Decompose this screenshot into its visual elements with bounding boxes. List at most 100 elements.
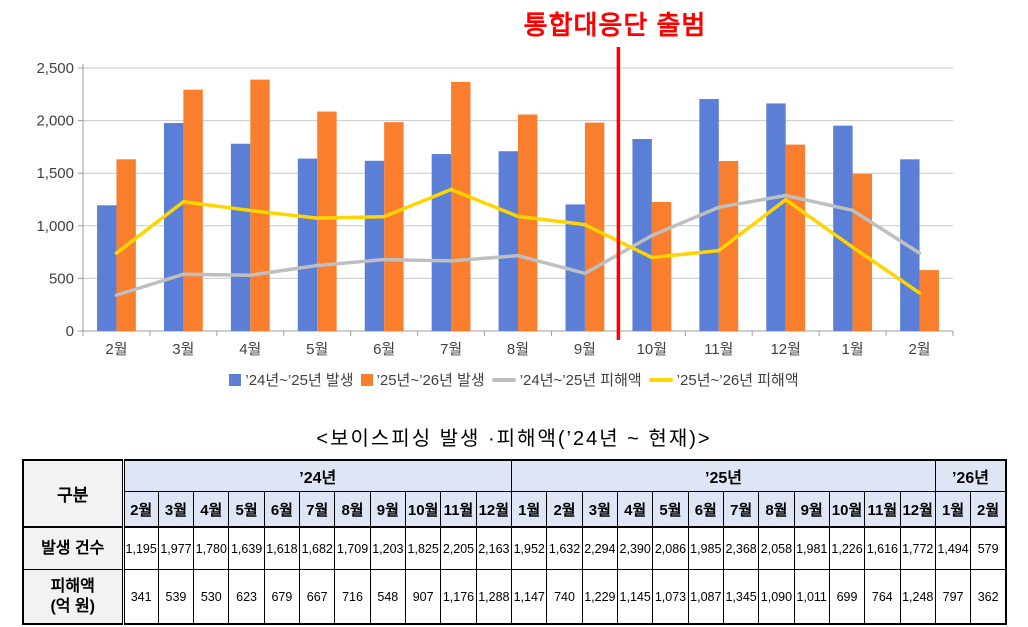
bar <box>230 143 251 331</box>
row-label-cell: 발생 건수 <box>22 526 125 570</box>
bar <box>651 202 672 331</box>
value-cell: 1,618 <box>263 526 301 570</box>
bar <box>163 123 184 332</box>
month-header-cell: 12월 <box>899 491 936 528</box>
table-title: <보이스피싱 발생 ·피해액(’24년 ~ 현재)> <box>316 428 712 450</box>
value-cell: 740 <box>546 569 583 625</box>
x-tick-label: 5월 <box>306 341 328 358</box>
month-header-cell: 2월 <box>970 491 1007 528</box>
value-cell: 1,952 <box>511 526 548 570</box>
value-cell: 1,288 <box>475 569 513 625</box>
month-header-cell: 6월 <box>687 491 724 528</box>
x-tick-label: 3월 <box>172 341 194 358</box>
bar <box>919 270 939 331</box>
legend-line-icon <box>648 377 673 382</box>
legend-square-icon <box>229 373 242 386</box>
bar <box>718 160 739 331</box>
month-header-cell: 10월 <box>404 491 442 528</box>
x-tick-label: 6월 <box>373 341 395 358</box>
year-header-cell: ’26년 <box>934 459 1007 492</box>
value-cell: 2,205 <box>440 526 477 570</box>
table-row: 피해액 (억 원) 341 539 530 623 679 667 716 548 907 1,176… <box>22 569 1007 625</box>
value-cell: 764 <box>864 569 901 625</box>
chart-svg: 0 500 1,000 1,500 2,000 2,500 2월 3월 4월 5월 6월 7월 8월 9월… <box>36 47 954 358</box>
month-header-cell: 1월 <box>934 491 972 528</box>
bar <box>183 89 203 331</box>
bar <box>632 139 652 331</box>
month-header-cell: 8월 <box>758 491 795 528</box>
month-header-cell: 7월 <box>722 491 760 528</box>
month-header-cell: 9월 <box>369 491 407 528</box>
year-header-cell: ’25년 <box>511 459 936 492</box>
value-cell: 1,345 <box>722 569 760 625</box>
value-cell: 1,709 <box>334 526 371 570</box>
value-cell: 1,229 <box>581 569 619 625</box>
value-cell: 1,248 <box>899 569 936 625</box>
value-cell: 1,985 <box>687 526 724 570</box>
month-header-cell: 12월 <box>475 491 513 528</box>
bar <box>250 79 270 332</box>
legend-item: ’25년~’26년 발생 <box>360 369 485 390</box>
value-cell: 1,632 <box>546 526 583 570</box>
month-header-cell: 7월 <box>299 491 336 528</box>
value-cell: 539 <box>157 569 195 625</box>
value-cell: 1,780 <box>193 526 230 570</box>
month-header-cell: 3월 <box>581 491 619 528</box>
bar <box>451 81 471 331</box>
table-body: 발생 건수 1,195 1,977 1,780 1,639 1,618 1,682 1,709… <box>22 526 1007 625</box>
annotation-label: 통합대응단 출범 <box>523 10 707 40</box>
value-cell: 1,494 <box>934 526 972 570</box>
legend-square-icon <box>360 373 373 386</box>
month-header-cell: 1월 <box>511 491 548 528</box>
x-tick-label: 8월 <box>507 341 529 358</box>
value-cell: 1,145 <box>616 569 654 625</box>
bar <box>584 122 605 331</box>
y-tick-label: 1,000 <box>36 218 74 235</box>
month-header-cell: 10월 <box>828 491 866 528</box>
value-cell: 579 <box>970 526 1007 570</box>
year-header-cell: ’24년 <box>122 459 513 492</box>
value-cell: 1,639 <box>228 526 265 570</box>
value-cell: 623 <box>228 569 265 625</box>
legend-item: ’24년~’25년 발생 <box>229 369 354 390</box>
month-header-cell: 8월 <box>334 491 371 528</box>
value-cell: 1,087 <box>687 569 724 625</box>
value-cell: 667 <box>299 569 336 625</box>
month-header-cell: 4월 <box>193 491 230 528</box>
bar <box>317 111 337 332</box>
value-cell: 1,073 <box>652 569 689 625</box>
legend-label: ’25년~’26년 피해액 <box>676 372 799 389</box>
month-header-cell: 6월 <box>263 491 301 528</box>
y-tick-label: 2,500 <box>36 60 74 77</box>
month-header-cell: 4월 <box>616 491 654 528</box>
value-cell: 362 <box>970 569 1007 625</box>
value-cell: 716 <box>334 569 371 625</box>
month-header-cell: 2월 <box>122 491 159 528</box>
legend-label: ’25년~’26년 발생 <box>376 372 485 389</box>
value-cell: 1,825 <box>404 526 442 570</box>
value-cell: 1,981 <box>793 526 830 570</box>
month-header-cell: 11월 <box>440 491 477 528</box>
y-tick-label: 0 <box>66 323 74 340</box>
value-cell: 1,977 <box>157 526 195 570</box>
value-cell: 548 <box>369 569 407 625</box>
value-cell: 2,368 <box>722 526 760 570</box>
month-header-cell: 3월 <box>157 491 195 528</box>
y-tick-label: 1,500 <box>36 165 74 182</box>
value-cell: 2,294 <box>581 526 619 570</box>
x-tick-label: 9월 <box>574 341 596 358</box>
bar <box>766 103 786 332</box>
table-corner-cell: 구분 <box>22 459 125 528</box>
x-tick-label: 2월 <box>908 341 930 358</box>
value-cell: 530 <box>193 569 230 625</box>
legend-label: ’24년~’25년 발생 <box>245 372 354 389</box>
value-cell: 907 <box>404 569 442 625</box>
legend-item: ’24년~’25년 피해액 <box>491 369 642 390</box>
bar <box>364 160 385 331</box>
y-tick-label: 2,000 <box>36 113 74 130</box>
value-cell: 1,226 <box>828 526 866 570</box>
value-cell: 1,195 <box>122 526 159 570</box>
value-cell: 1,682 <box>299 526 336 570</box>
value-cell: 1,203 <box>369 526 407 570</box>
bar <box>498 151 518 331</box>
